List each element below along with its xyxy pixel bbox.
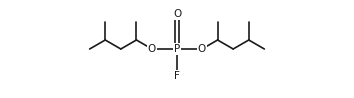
Text: O: O xyxy=(148,44,156,54)
Text: O: O xyxy=(173,9,181,19)
Text: P: P xyxy=(174,44,180,54)
Text: F: F xyxy=(174,71,180,81)
Text: O: O xyxy=(198,44,206,54)
